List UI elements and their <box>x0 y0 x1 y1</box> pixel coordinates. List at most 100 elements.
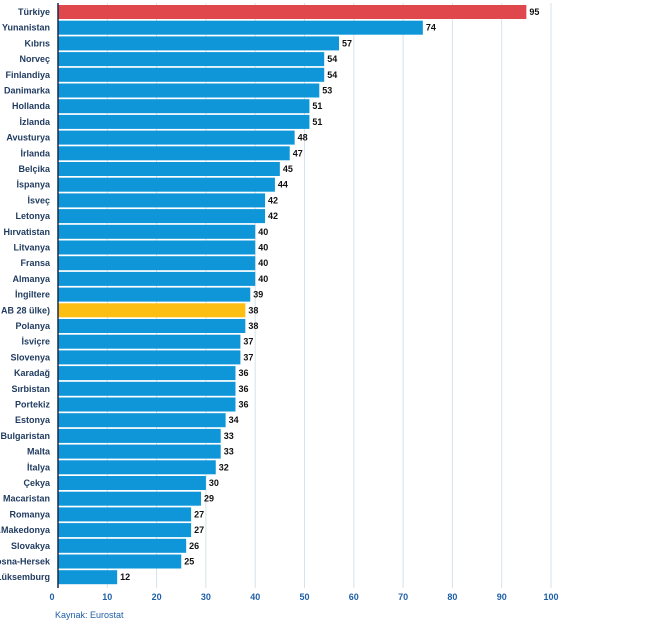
bar <box>58 444 221 459</box>
category-label: Hırvatistan <box>3 227 50 237</box>
category-label: Polanya <box>15 321 51 331</box>
value-label: 57 <box>342 38 352 48</box>
category-label: Litvanya <box>13 243 51 253</box>
value-labels: 9574575454535151484745444242404040403938… <box>120 7 539 582</box>
category-label: Norveç <box>19 54 50 64</box>
value-label: 54 <box>327 70 337 80</box>
bar <box>58 413 226 428</box>
value-label: 27 <box>194 525 204 535</box>
x-tick-label: 50 <box>299 592 309 602</box>
value-label: 54 <box>327 54 337 64</box>
x-tick-label: 10 <box>102 592 112 602</box>
x-tick-label: 90 <box>497 592 507 602</box>
x-tick-label: 0 <box>49 592 54 602</box>
category-label: Sırbistan <box>11 384 50 394</box>
bars <box>58 5 527 585</box>
category-label: Almanya <box>12 274 51 284</box>
bar <box>58 476 206 490</box>
bar <box>58 271 256 286</box>
category-label: Slovenya <box>10 352 51 362</box>
value-label: 36 <box>238 400 248 410</box>
value-label: 95 <box>529 7 539 17</box>
value-label: 30 <box>209 478 219 488</box>
value-label: 40 <box>258 258 268 268</box>
bar <box>58 381 236 396</box>
category-label: Letonya <box>15 211 51 221</box>
bar <box>58 67 325 82</box>
bar <box>58 177 275 192</box>
bar <box>58 20 423 35</box>
category-label: İsveç <box>27 195 50 205</box>
value-label: 47 <box>293 148 303 158</box>
value-label: 34 <box>229 415 239 425</box>
bar <box>58 507 192 522</box>
bar <box>58 52 325 67</box>
category-label: Hollanda <box>12 101 51 111</box>
category-label: Fransa <box>20 258 51 268</box>
category-label: Yunanistan <box>2 23 50 33</box>
bar <box>58 130 295 145</box>
category-label: Lüksemburg <box>0 572 50 582</box>
value-label: 38 <box>248 321 258 331</box>
x-tick-label: 60 <box>349 592 359 602</box>
bar <box>58 491 201 506</box>
value-label: 25 <box>184 557 194 567</box>
category-label: K.Makedonya <box>0 525 51 535</box>
x-tick-label: 40 <box>250 592 260 602</box>
category-label: Portekiz <box>15 400 51 410</box>
value-label: 42 <box>268 211 278 221</box>
x-tick-label: 80 <box>447 592 457 602</box>
bar <box>58 256 256 271</box>
category-label: Türkiye <box>18 7 50 17</box>
value-label: 44 <box>278 180 288 190</box>
category-label: Bulgaristan <box>0 431 50 441</box>
value-label: 40 <box>258 243 268 253</box>
bar <box>58 523 192 538</box>
value-label: 37 <box>243 337 253 347</box>
bar <box>58 36 340 51</box>
value-label: 39 <box>253 290 263 300</box>
bar <box>58 83 320 98</box>
value-label: 51 <box>312 101 322 111</box>
bar <box>58 319 246 333</box>
value-label: 48 <box>298 133 308 143</box>
category-label: İspanya <box>16 180 51 190</box>
category-label: İrlanda <box>20 148 51 158</box>
bar <box>58 397 236 412</box>
category-labels: Türkiye Yunanistan Kıbrıs Norveç Finlandiya D… <box>0 7 51 582</box>
bar <box>58 193 266 208</box>
bar <box>58 538 187 553</box>
source-note: Kaynak: Eurostat <box>55 610 124 620</box>
bar <box>58 350 241 365</box>
value-label: 29 <box>204 494 214 504</box>
category-label: Kıbrıs <box>24 38 50 48</box>
bar <box>58 334 241 349</box>
bar <box>58 554 182 569</box>
value-label: 38 <box>248 305 258 315</box>
bar <box>58 303 246 318</box>
value-label: 36 <box>238 384 248 394</box>
value-label: 53 <box>322 86 332 96</box>
value-label: 42 <box>268 195 278 205</box>
category-label: Karadağ <box>14 368 50 378</box>
value-label: 12 <box>120 572 130 582</box>
x-tick-label: 70 <box>398 592 408 602</box>
category-label: Bosna-Hersek <box>0 557 51 567</box>
value-label: 51 <box>312 117 322 127</box>
value-label: 45 <box>283 164 293 174</box>
bar <box>58 460 216 475</box>
bar <box>58 114 310 129</box>
bar <box>58 570 118 585</box>
value-label: 40 <box>258 227 268 237</box>
bar <box>58 240 256 255</box>
category-label: Estonya <box>15 415 51 425</box>
bar <box>58 99 310 114</box>
x-tick-label: 30 <box>201 592 211 602</box>
bar <box>58 162 280 176</box>
value-label: 26 <box>189 541 199 551</box>
category-label: Macaristan <box>3 494 50 504</box>
value-label: 74 <box>426 23 436 33</box>
bar <box>58 287 251 302</box>
bar <box>58 209 266 224</box>
